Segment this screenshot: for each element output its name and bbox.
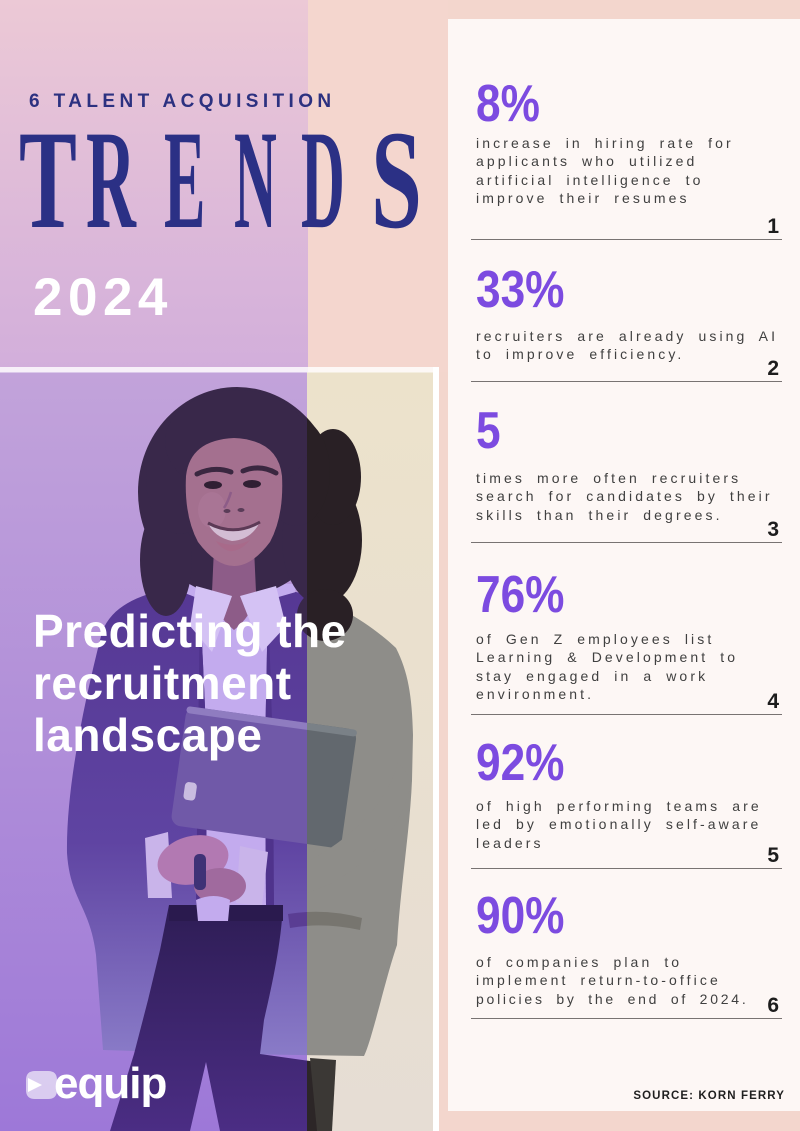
svg-text:S: S	[371, 101, 422, 258]
svg-text:T: T	[19, 103, 77, 258]
svg-text:N: N	[234, 103, 277, 258]
svg-text:D: D	[301, 102, 345, 258]
svg-text:R: R	[86, 103, 137, 259]
svg-text:equip: equip	[54, 1059, 166, 1108]
svg-text:E: E	[164, 101, 205, 258]
